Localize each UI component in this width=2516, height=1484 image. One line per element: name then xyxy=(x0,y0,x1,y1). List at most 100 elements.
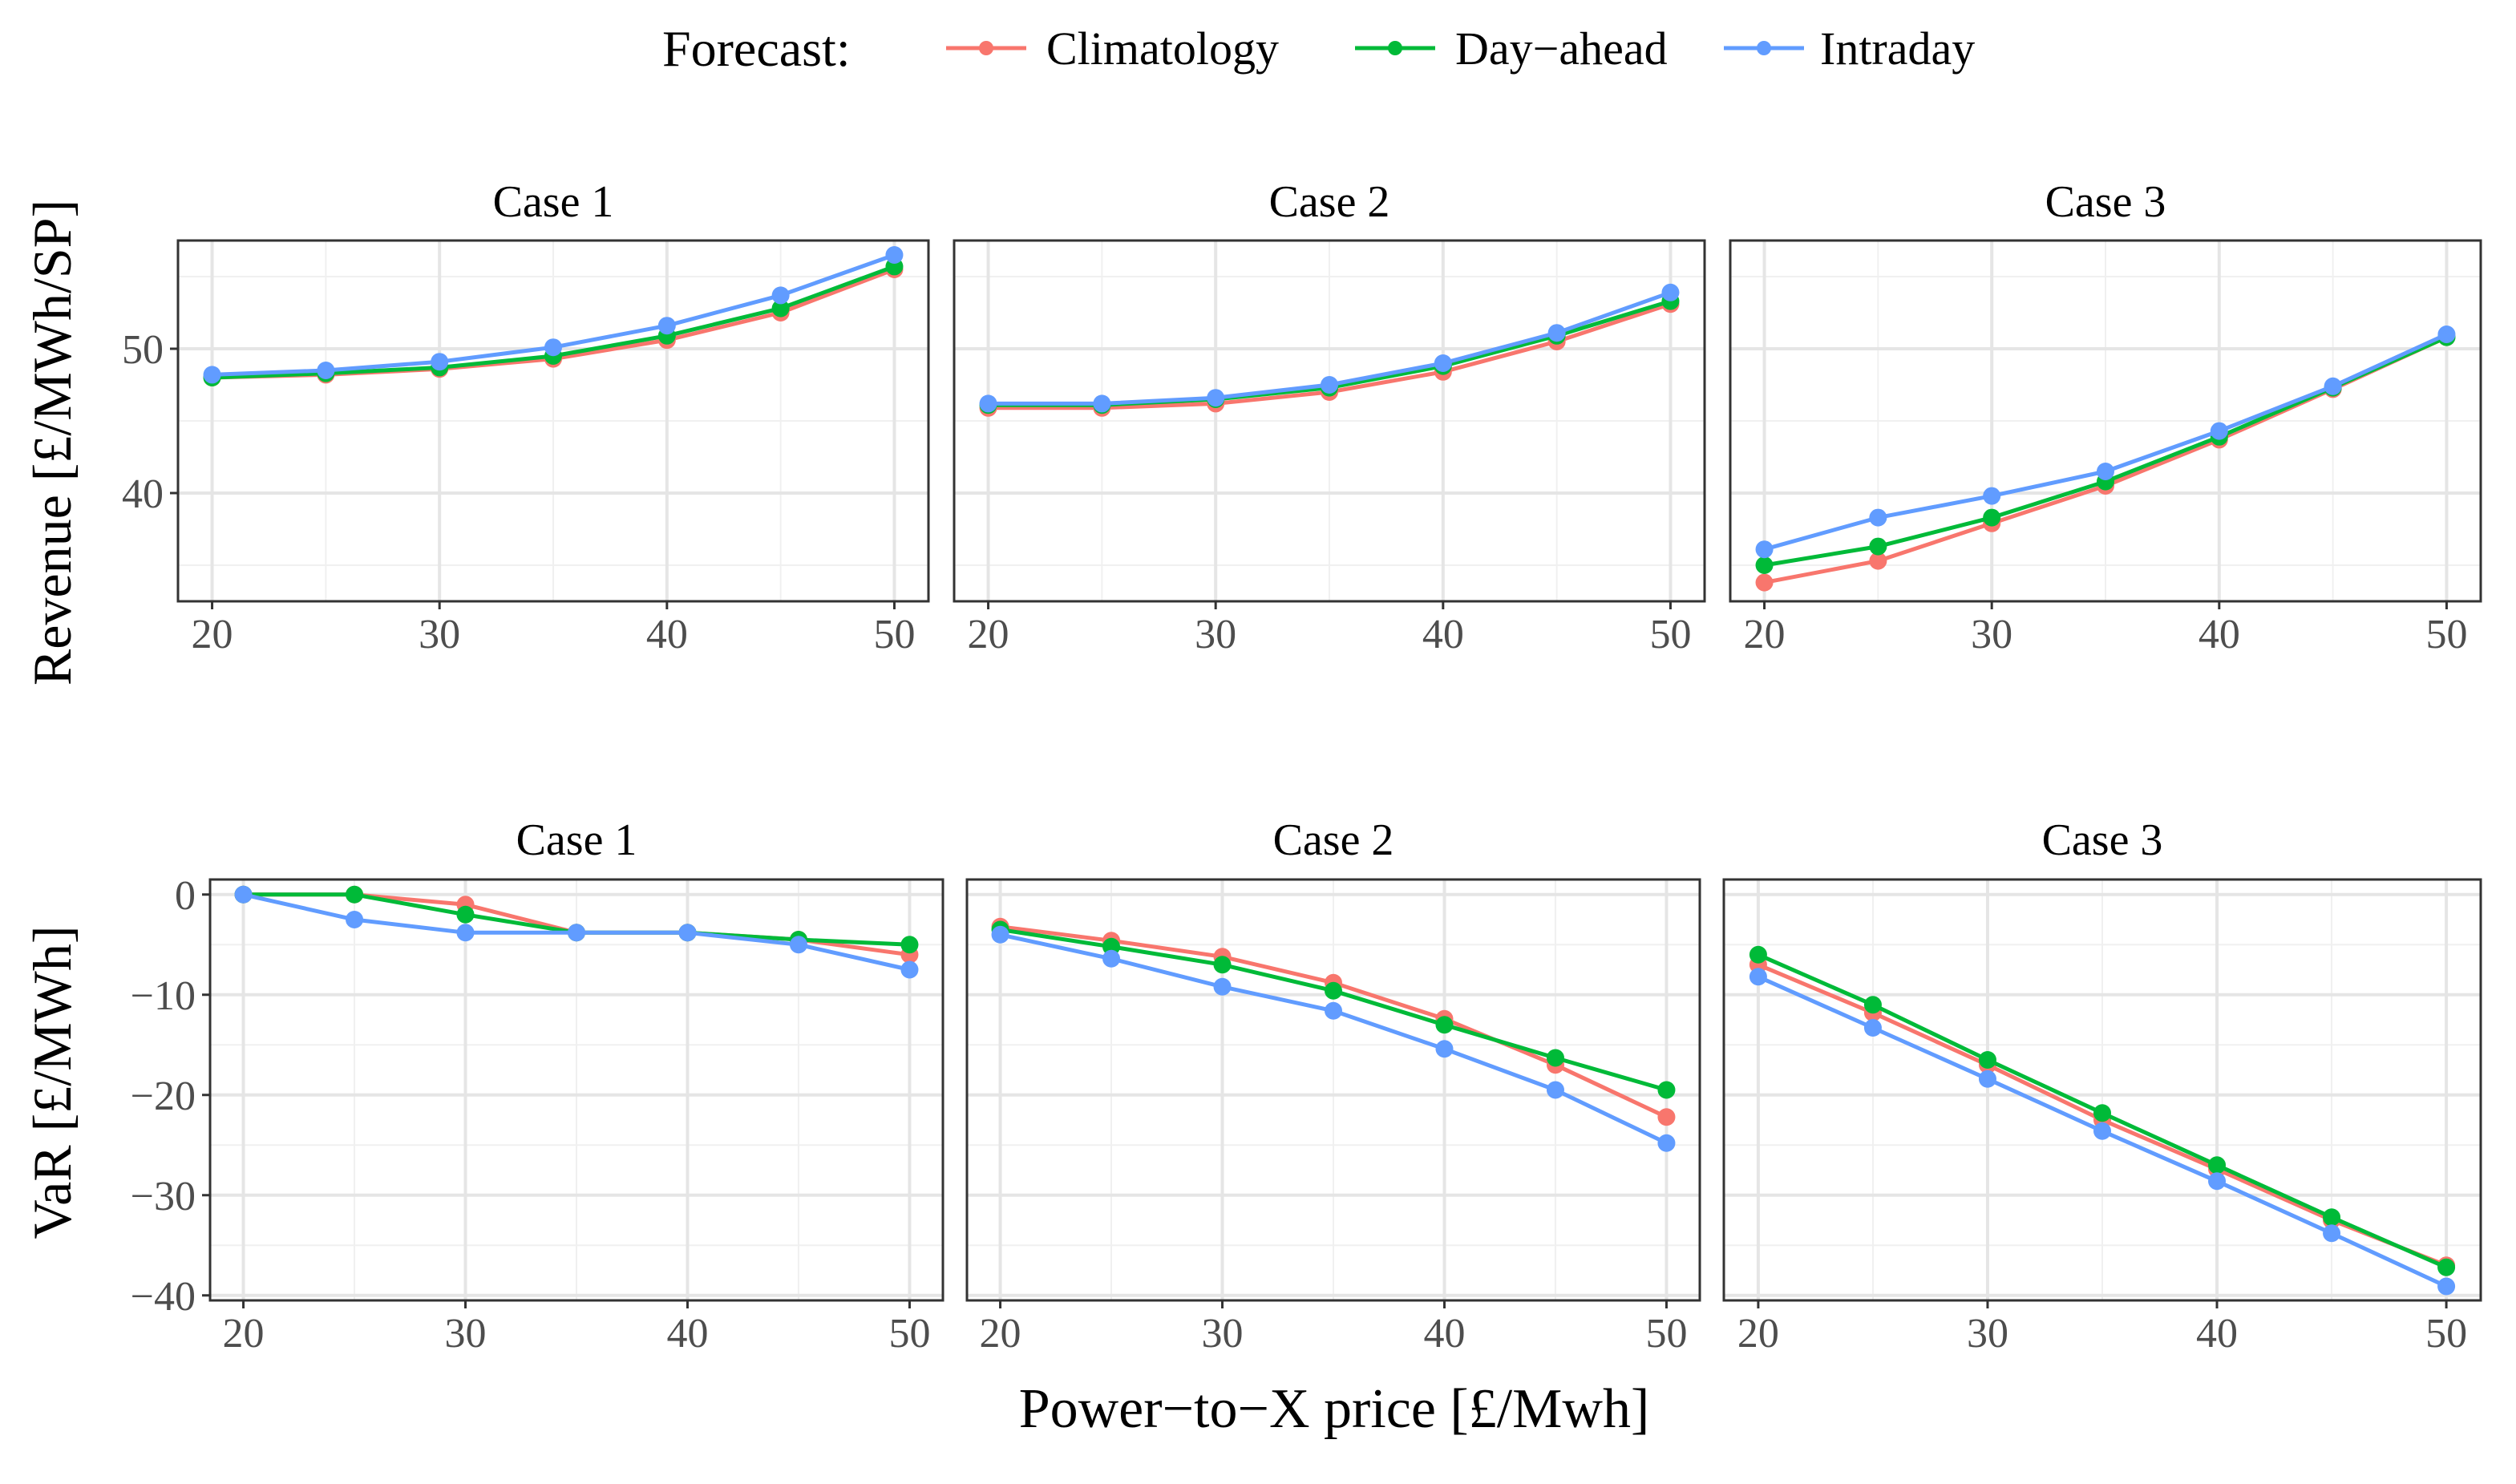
data-point-intraday xyxy=(317,362,335,379)
x-tick-label: 50 xyxy=(873,612,915,657)
x-tick-label: 20 xyxy=(980,1311,1021,1357)
data-point-intraday xyxy=(2324,377,2342,395)
x-tick-label: 40 xyxy=(646,612,688,657)
x-axis-label: Power−to−X price [£/Mwh] xyxy=(1019,1378,1650,1440)
data-point-intraday xyxy=(1321,376,1338,394)
x-tick-label: 50 xyxy=(2425,612,2467,657)
y-tick-label: 40 xyxy=(122,471,164,517)
data-point-intraday xyxy=(1546,1081,1564,1099)
x-tick-label: 40 xyxy=(2196,1311,2238,1357)
x-tick-label: 50 xyxy=(1649,612,1691,657)
data-point-day-ahead xyxy=(1755,556,1774,574)
legend: Forecast: Climatology Day−ahead Intraday xyxy=(662,20,1975,77)
data-point-climatology xyxy=(1755,573,1774,592)
data-point-intraday xyxy=(1213,977,1232,996)
data-point-intraday xyxy=(657,317,676,335)
panel-border xyxy=(953,239,1706,603)
data-point-day-ahead xyxy=(1325,981,1342,1000)
legend-label-climatology: Climatology xyxy=(1046,22,1279,75)
x-tick-label: 20 xyxy=(968,612,1009,657)
data-point-intraday xyxy=(1434,354,1452,372)
x-tick-label: 30 xyxy=(1967,1311,2008,1357)
data-point-day-ahead xyxy=(1983,508,2001,527)
data-point-intraday xyxy=(2097,463,2114,480)
data-point-intraday xyxy=(2093,1122,2111,1140)
x-tick-label: 40 xyxy=(1422,612,1464,657)
x-tick-label: 50 xyxy=(1645,1311,1687,1357)
data-point-intraday xyxy=(979,394,997,413)
data-point-day-ahead xyxy=(1213,956,1232,974)
x-tick-label: 30 xyxy=(419,612,460,657)
data-point-intraday xyxy=(900,960,919,979)
x-tick-label: 40 xyxy=(666,1311,708,1357)
data-point-intraday xyxy=(2437,1277,2456,1296)
panel-title: Case 2 xyxy=(1273,815,1394,865)
x-tick-label: 20 xyxy=(223,1311,265,1357)
x-tick-label: 20 xyxy=(192,612,233,657)
panel-revenue-case-2: 20 30 40 50 Case 2 xyxy=(953,177,1706,657)
panel-border xyxy=(965,878,1701,1302)
data-point-intraday xyxy=(1869,508,1887,527)
data-point-intraday xyxy=(1207,389,1225,407)
data-point-day-ahead xyxy=(2208,1156,2227,1175)
legend-key-point xyxy=(1757,41,1771,55)
data-point-day-ahead xyxy=(1546,1049,1564,1067)
data-point-intraday xyxy=(789,936,807,954)
legend-label-day-ahead: Day−ahead xyxy=(1455,22,1668,75)
data-point-day-ahead xyxy=(346,885,364,904)
data-point-intraday xyxy=(2210,422,2228,440)
panel-title: Case 1 xyxy=(516,815,637,865)
data-point-day-ahead xyxy=(1863,996,1882,1014)
panel-border xyxy=(208,878,945,1302)
panel-border xyxy=(176,239,930,603)
legend-entry-day-ahead: Day−ahead xyxy=(1355,22,1668,75)
panel-border xyxy=(1722,878,2482,1302)
x-tick-label: 50 xyxy=(888,1311,930,1357)
data-point-day-ahead xyxy=(771,299,790,317)
x-tick-label: 20 xyxy=(1744,612,1786,657)
data-point-climatology xyxy=(1869,552,1887,570)
data-point-day-ahead xyxy=(900,936,919,954)
x-tick-label: 40 xyxy=(2198,612,2240,657)
x-tick-label: 30 xyxy=(445,1311,487,1357)
data-point-day-ahead xyxy=(2437,1258,2456,1276)
data-point-intraday xyxy=(678,924,697,942)
data-point-intraday xyxy=(1755,540,1774,559)
legend-title: Forecast: xyxy=(662,20,851,77)
data-point-intraday xyxy=(2323,1224,2341,1243)
data-point-intraday xyxy=(1657,1134,1676,1152)
legend-entry-climatology: Climatology xyxy=(946,22,1279,75)
data-point-intraday xyxy=(568,924,585,942)
data-point-climatology xyxy=(1657,1108,1676,1126)
data-point-intraday xyxy=(1325,1001,1342,1020)
data-point-intraday xyxy=(1978,1070,1996,1088)
x-tick-label: 30 xyxy=(1971,612,2012,657)
y-tick-label: 50 xyxy=(122,327,164,373)
data-point-intraday xyxy=(991,925,1009,944)
panel-border xyxy=(1729,239,2482,603)
data-point-intraday xyxy=(346,911,364,928)
y-tick-label: 0 xyxy=(175,873,196,919)
legend-label-intraday: Intraday xyxy=(1820,22,1975,75)
data-point-intraday xyxy=(2208,1172,2227,1191)
data-point-day-ahead xyxy=(1869,537,1887,556)
data-point-intraday xyxy=(885,246,904,264)
panel-revenue-case-1: 20 30 40 50 40 50 Case 1 xyxy=(122,177,930,657)
legend-key-point xyxy=(979,41,993,55)
x-tick-label: 40 xyxy=(1423,1311,1465,1357)
y-tick-label: −40 xyxy=(131,1274,196,1320)
revenue-y-axis-label: Revenue [£/MWh/SP] xyxy=(22,200,83,685)
data-point-intraday xyxy=(1547,324,1566,342)
data-point-day-ahead xyxy=(1749,945,1767,964)
panels: 20 30 40 50 40 50 Case 1 20 30 40 50 Case 2 20 30 40 50… xyxy=(122,177,2482,1357)
data-point-day-ahead xyxy=(456,905,475,924)
panel-var-case-2: 20 30 40 50 Case 2 xyxy=(965,815,1701,1357)
data-point-day-ahead xyxy=(1978,1051,1996,1069)
x-tick-label: 30 xyxy=(1202,1311,1244,1357)
data-point-intraday xyxy=(1093,394,1111,413)
data-point-intraday xyxy=(456,924,475,942)
data-point-day-ahead xyxy=(1435,1016,1454,1034)
y-tick-label: −30 xyxy=(131,1174,196,1219)
